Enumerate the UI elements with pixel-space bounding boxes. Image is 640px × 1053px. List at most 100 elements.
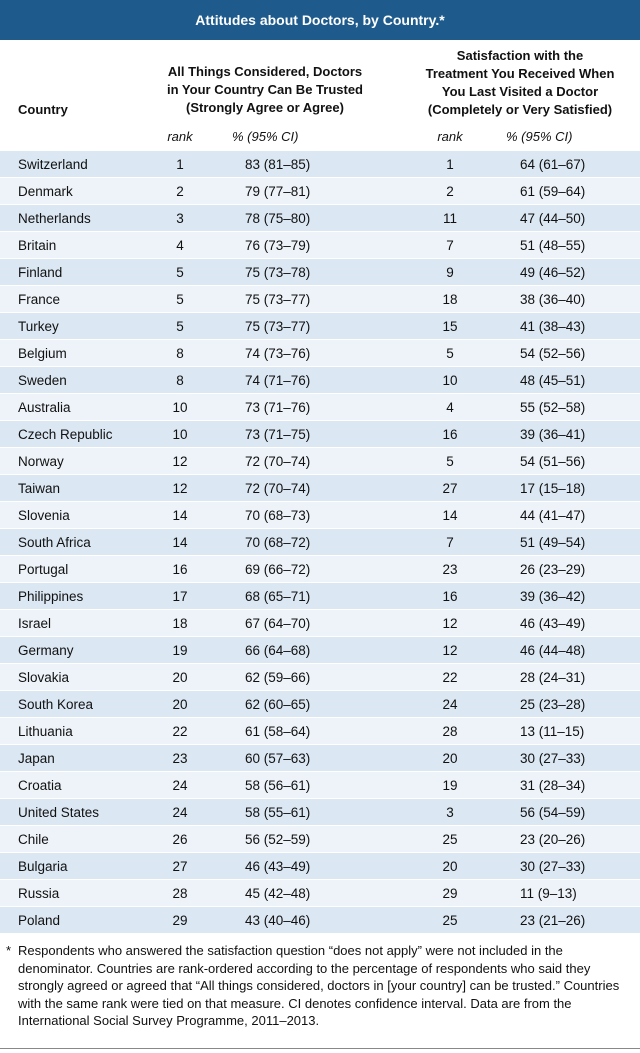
country: Denmark <box>18 184 73 199</box>
trust-rank: 19 <box>172 643 188 658</box>
country: Poland <box>18 913 61 928</box>
satisfaction-percent: 39 (36–42) <box>520 589 586 604</box>
trust-rank: 8 <box>176 346 184 361</box>
country: Britain <box>18 238 57 253</box>
satisfaction-percent: 55 (52–58) <box>520 400 586 415</box>
trust-rank: 29 <box>172 913 188 928</box>
trust-percent: 72 (70–74) <box>245 454 311 469</box>
satisfaction-rank: 22 <box>442 670 458 685</box>
trust-rank: 20 <box>172 697 188 712</box>
satisfaction-percent: 17 (15–18) <box>520 481 586 496</box>
country: South Africa <box>18 535 91 550</box>
satisfaction-percent: 51 (48–55) <box>520 238 586 253</box>
satisfaction-percent: 46 (44–48) <box>520 643 586 658</box>
trust-percent: 72 (70–74) <box>245 481 311 496</box>
trust-rank: 4 <box>176 238 184 253</box>
trust-rank: 20 <box>172 670 188 685</box>
satisfaction-rank: 4 <box>446 400 454 415</box>
country: Finland <box>18 265 63 280</box>
trust-percent: 74 (73–76) <box>245 346 311 361</box>
trust-rank: 3 <box>176 211 184 226</box>
satisfaction-percent: 46 (43–49) <box>520 616 586 631</box>
satisfaction-rank: 16 <box>442 427 458 442</box>
country: Chile <box>18 832 49 847</box>
table-row: Switzerland 1 83 (81–85) 1 64 (61–67) <box>0 151 640 178</box>
table-row: Slovenia 14 70 (68–73) 14 44 (41–47) <box>0 502 640 529</box>
country: Turkey <box>18 319 59 334</box>
satisfaction-percent: 23 (20–26) <box>520 832 586 847</box>
satisfaction-rank: 19 <box>442 778 458 793</box>
satisfaction-percent: 56 (54–59) <box>520 805 586 820</box>
table-row: Lithuania 22 61 (58–64) 28 13 (11–15) <box>0 718 640 745</box>
trust-rank: 12 <box>172 481 188 496</box>
satisfaction-percent: 44 (41–47) <box>520 508 586 523</box>
trust-percent: 73 (71–76) <box>245 400 311 415</box>
title: Attitudes about Doctors, by Country.* <box>0 0 640 40</box>
satisfaction-rank: 12 <box>442 616 458 631</box>
satisfaction-percent: 38 (36–40) <box>520 292 586 307</box>
trust-rank: 12 <box>172 454 188 469</box>
country: Russia <box>18 886 60 901</box>
satisfaction-rank: 20 <box>442 859 458 874</box>
satisfaction-rank: 7 <box>446 535 454 550</box>
footnote: * Respondents who answered the satisfacti… <box>6 942 628 1030</box>
satisfaction-rank: 23 <box>442 562 458 577</box>
trust-rank: 23 <box>172 751 188 766</box>
satisfaction-percent: 41 (38–43) <box>520 319 586 334</box>
satisfaction-rank: 29 <box>442 886 458 901</box>
trust-rank: 28 <box>172 886 188 901</box>
satisfaction-rank: 14 <box>442 508 458 523</box>
trust-rank: 14 <box>172 535 188 550</box>
trust-percent: 62 (59–66) <box>245 670 311 685</box>
table-row: Norway 12 72 (70–74) 5 54 (51–56) <box>0 448 640 475</box>
satisfaction-rank: 9 <box>446 265 454 280</box>
subheader: rank <box>437 129 463 144</box>
trust-header: All Things Considered, Doctors <box>167 64 363 79</box>
country: Netherlands <box>18 211 91 226</box>
trust-rank: 5 <box>176 265 184 280</box>
satisfaction-percent: 28 (24–31) <box>520 670 586 685</box>
satisfaction-rank: 10 <box>442 373 458 388</box>
trust-percent: 78 (75–80) <box>245 211 311 226</box>
trust-percent: 62 (60–65) <box>245 697 311 712</box>
country: Germany <box>18 643 74 658</box>
table-row: United States 24 58 (55–61) 3 56 (54–59) <box>0 799 640 826</box>
table-row: Chile 26 56 (52–59) 25 23 (20–26) <box>0 826 640 853</box>
country: Japan <box>18 751 55 766</box>
satisfaction-rank: 5 <box>446 454 454 469</box>
satisfaction-percent: 51 (49–54) <box>520 535 586 550</box>
satisfaction-rank: 25 <box>442 913 458 928</box>
country: Israel <box>18 616 52 631</box>
trust-percent: 83 (81–85) <box>245 157 311 172</box>
satisfaction-header: Satisfaction with the <box>456 48 584 63</box>
satisfaction-rank: 3 <box>446 805 454 820</box>
trust-rank: 22 <box>172 724 188 739</box>
satisfaction-rank: 15 <box>442 319 458 334</box>
satisfaction-percent: 64 (61–67) <box>520 157 586 172</box>
trust-rank: 10 <box>172 400 188 415</box>
country: United States <box>18 805 100 820</box>
trust-rank: 2 <box>176 184 184 199</box>
satisfaction-rank: 18 <box>442 292 458 307</box>
satisfaction-rank: 16 <box>442 589 458 604</box>
satisfaction-percent: 13 (11–15) <box>520 724 585 739</box>
satisfaction-rank: 5 <box>446 346 454 361</box>
trust-percent: 66 (64–68) <box>245 643 311 658</box>
trust-percent: 56 (52–59) <box>245 832 311 847</box>
satisfaction-percent: 11 (9–13) <box>520 886 577 901</box>
country: Belgium <box>18 346 67 361</box>
satisfaction-percent: 26 (23–29) <box>520 562 586 577</box>
country: Slovakia <box>18 670 70 685</box>
satisfaction-percent: 49 (46–52) <box>520 265 586 280</box>
satisfaction-percent: 39 (36–41) <box>520 427 586 442</box>
country: Croatia <box>18 778 62 793</box>
country: Australia <box>18 400 71 415</box>
table-row: South Korea 20 62 (60–65) 24 25 (23–28) <box>0 691 640 718</box>
satisfaction-rank: 28 <box>442 724 458 739</box>
trust-percent: 75 (73–77) <box>245 292 311 307</box>
satisfaction-rank: 25 <box>442 832 458 847</box>
country: Lithuania <box>18 724 73 739</box>
trust-percent: 61 (58–64) <box>245 724 311 739</box>
country: Czech Republic <box>18 427 113 442</box>
